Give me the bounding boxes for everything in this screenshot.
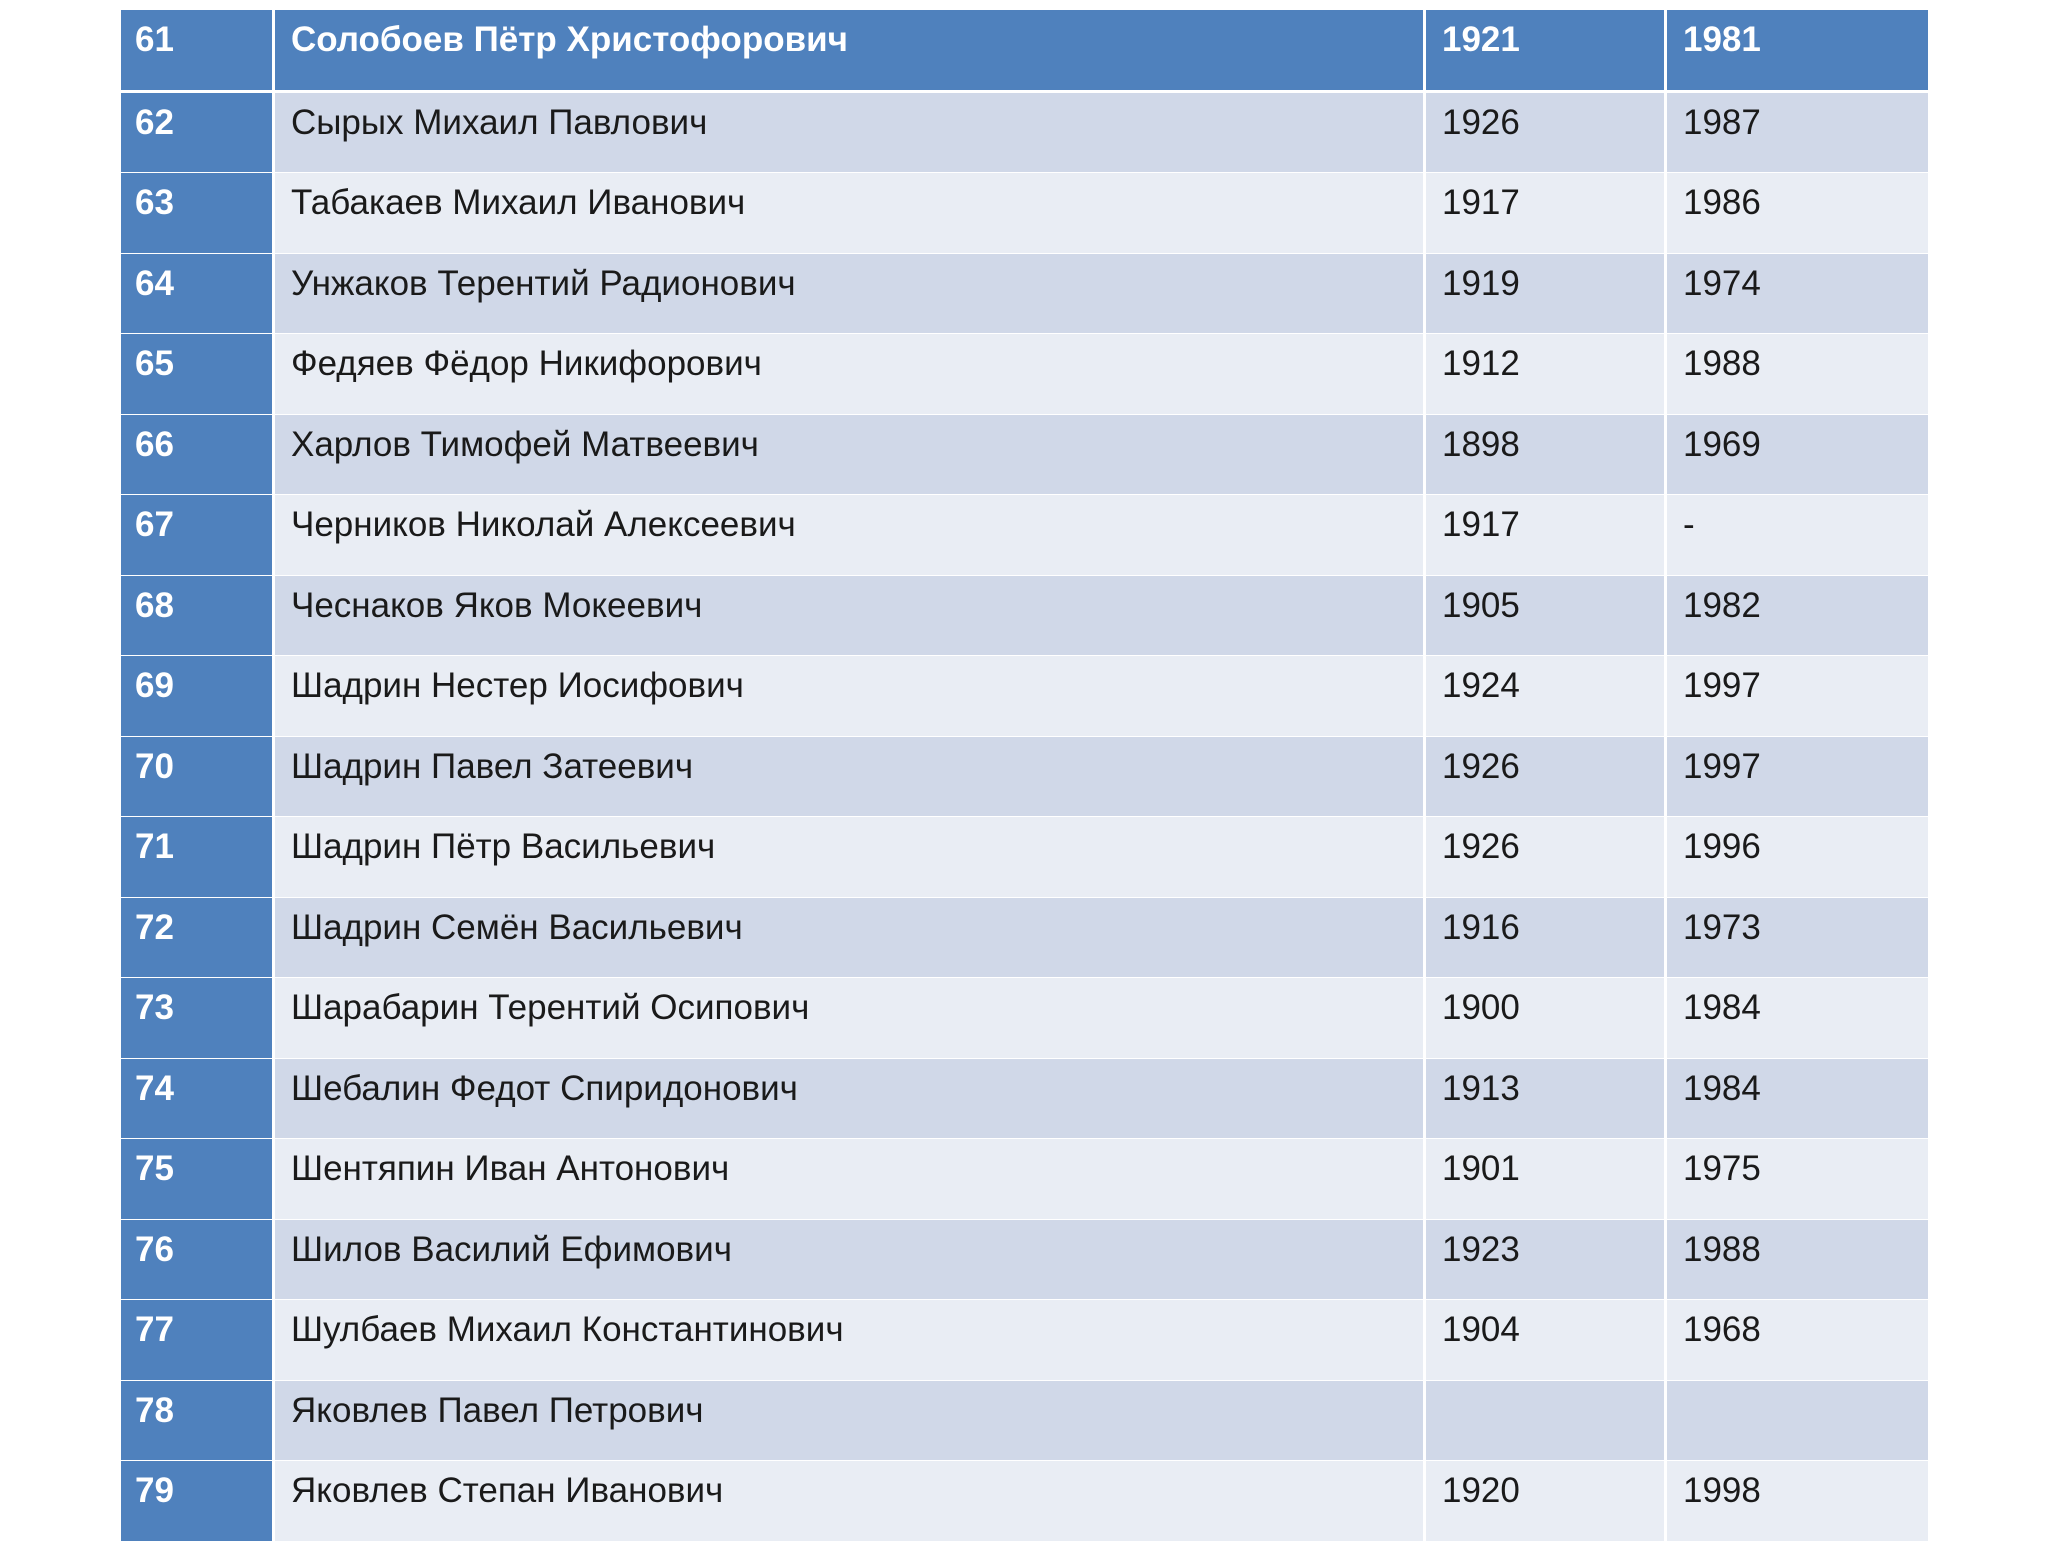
table-row: 78 Яковлев Павел Петрович [121,1380,1928,1461]
death-year: 1984 [1667,1058,1928,1138]
death-year: 1973 [1667,897,1928,977]
person-name: Яковлев Павел Петрович [275,1380,1426,1460]
person-name: Шарабарин Терентий Осипович [275,978,1426,1058]
table-row: 75 Шентяпин Иван Антонович 1901 1975 [121,1139,1928,1220]
row-number: 65 [121,334,275,414]
death-year: 1981 [1667,10,1928,90]
table-row: 72 Шадрин Семён Васильевич 1916 1973 [121,897,1928,978]
row-number: 68 [121,575,275,655]
row-number: 62 [121,92,275,172]
row-number: 73 [121,978,275,1058]
row-number: 64 [121,253,275,333]
row-number: 75 [121,1139,275,1219]
row-number: 79 [121,1461,275,1541]
person-name: Шебалин Федот Спиридонович [275,1058,1426,1138]
death-year: 1988 [1667,1219,1928,1299]
row-number: 67 [121,495,275,575]
birth-year: 1916 [1426,897,1667,977]
person-name: Харлов Тимофей Матвеевич [275,414,1426,494]
row-number: 69 [121,656,275,736]
death-year: 1997 [1667,736,1928,816]
birth-year: 1919 [1426,253,1667,333]
person-name: Шадрин Нестер Иосифович [275,656,1426,736]
death-year: 1975 [1667,1139,1928,1219]
birth-year: 1926 [1426,92,1667,172]
birth-year: 1905 [1426,575,1667,655]
death-year: 1986 [1667,173,1928,253]
death-year: 1987 [1667,92,1928,172]
person-name: Унжаков Терентий Радионович [275,253,1426,333]
birth-year: 1898 [1426,414,1667,494]
table-row: 66 Харлов Тимофей Матвеевич 1898 1969 [121,414,1928,495]
person-name: Шадрин Семён Васильевич [275,897,1426,977]
birth-year: 1917 [1426,173,1667,253]
death-year: - [1667,495,1928,575]
birth-year: 1913 [1426,1058,1667,1138]
death-year: 1997 [1667,656,1928,736]
person-name: Шадрин Пётр Васильевич [275,817,1426,897]
death-year: 1998 [1667,1461,1928,1541]
death-year: 1968 [1667,1300,1928,1380]
row-number: 72 [121,897,275,977]
birth-year: 1904 [1426,1300,1667,1380]
person-name: Табакаев Михаил Иванович [275,173,1426,253]
person-name: Сырых Михаил Павлович [275,92,1426,172]
death-year: 1988 [1667,334,1928,414]
veterans-table: 61 Солобоев Пётр Христофорович 1921 1981… [121,10,1928,1542]
person-name: Федяев Фёдор Никифорович [275,334,1426,414]
table-row: 64 Унжаков Терентий Радионович 1919 1974 [121,253,1928,334]
row-number: 61 [121,10,275,90]
row-number: 66 [121,414,275,494]
table-row: 70 Шадрин Павел Затеевич 1926 1997 [121,736,1928,817]
table-row: 62 Сырых Михаил Павлович 1926 1987 [121,92,1928,173]
death-year [1667,1380,1928,1460]
birth-year: 1912 [1426,334,1667,414]
row-number: 76 [121,1219,275,1299]
person-name: Яковлев Степан Иванович [275,1461,1426,1541]
person-name: Чеснаков Яков Мокеевич [275,575,1426,655]
death-year: 1974 [1667,253,1928,333]
birth-year: 1926 [1426,736,1667,816]
table-row: 79 Яковлев Степан Иванович 1920 1998 [121,1461,1928,1542]
person-name: Шилов Василий Ефимович [275,1219,1426,1299]
table-row: 61 Солобоев Пётр Христофорович 1921 1981 [121,10,1928,93]
row-number: 77 [121,1300,275,1380]
row-number: 74 [121,1058,275,1138]
person-name: Шентяпин Иван Антонович [275,1139,1426,1219]
death-year: 1984 [1667,978,1928,1058]
table-row: 77 Шулбаев Михаил Константинович 1904 19… [121,1300,1928,1381]
table-row: 73 Шарабарин Терентий Осипович 1900 1984 [121,978,1928,1059]
birth-year: 1901 [1426,1139,1667,1219]
birth-year: 1900 [1426,978,1667,1058]
table-row: 69 Шадрин Нестер Иосифович 1924 1997 [121,656,1928,737]
row-number: 70 [121,736,275,816]
birth-year: 1923 [1426,1219,1667,1299]
table-row: 74 Шебалин Федот Спиридонович 1913 1984 [121,1058,1928,1139]
death-year: 1982 [1667,575,1928,655]
death-year: 1969 [1667,414,1928,494]
death-year: 1996 [1667,817,1928,897]
row-number: 63 [121,173,275,253]
table-row: 68 Чеснаков Яков Мокеевич 1905 1982 [121,575,1928,656]
birth-year: 1921 [1426,10,1667,90]
person-name: Шулбаев Михаил Константинович [275,1300,1426,1380]
row-number: 78 [121,1380,275,1460]
person-name: Шадрин Павел Затеевич [275,736,1426,816]
table-row: 67 Черников Николай Алексеевич 1917 - [121,495,1928,576]
row-number: 71 [121,817,275,897]
person-name: Солобоев Пётр Христофорович [275,10,1426,90]
birth-year: 1917 [1426,495,1667,575]
person-name: Черников Николай Алексеевич [275,495,1426,575]
table-row: 63 Табакаев Михаил Иванович 1917 1986 [121,173,1928,254]
table-row: 76 Шилов Василий Ефимович 1923 1988 [121,1219,1928,1300]
birth-year [1426,1380,1667,1460]
table-row: 71 Шадрин Пётр Васильевич 1926 1996 [121,817,1928,898]
table-row: 65 Федяев Фёдор Никифорович 1912 1988 [121,334,1928,415]
birth-year: 1926 [1426,817,1667,897]
birth-year: 1924 [1426,656,1667,736]
birth-year: 1920 [1426,1461,1667,1541]
